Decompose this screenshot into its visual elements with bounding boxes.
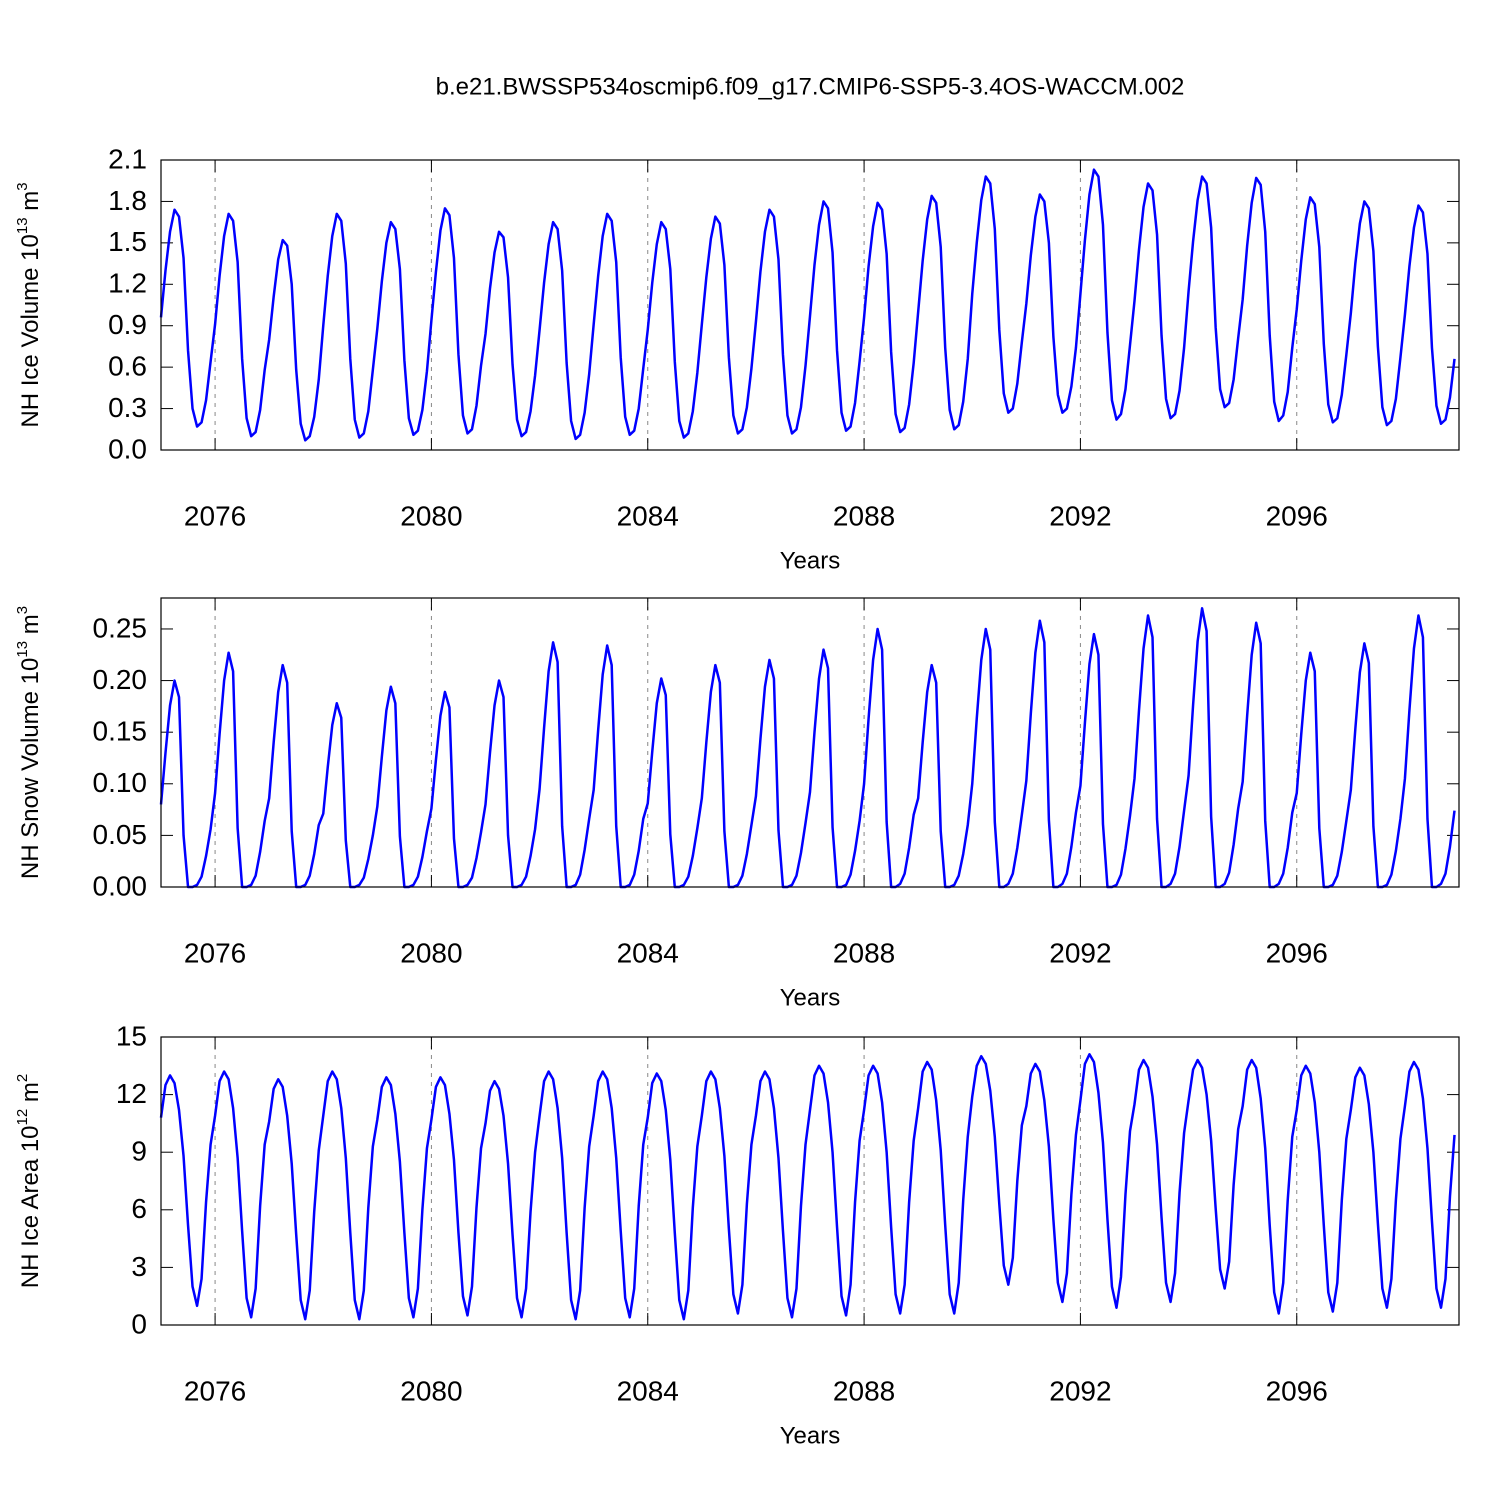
y-axis-title: NH Snow Volume 1013 m3 [14,606,44,879]
x-tick-label: 2084 [617,1375,679,1406]
x-tick-label: 2096 [1266,937,1328,968]
data-line [159,168,1456,442]
y-tick-label: 12 [116,1078,147,1109]
y-tick-label: 1.2 [108,268,147,299]
x-tick-label: 2088 [833,1375,895,1406]
x-tick-label: 2092 [1049,500,1111,531]
x-axis-title: Years [780,984,841,1011]
x-tick-label: 2088 [833,500,895,531]
x-tick-label: 2080 [400,1375,462,1406]
x-tick-label: 2092 [1049,937,1111,968]
data-line [159,607,1456,889]
x-axis-title: Years [780,547,841,574]
y-axis-title-part: m [17,614,44,641]
y-tick-label: 9 [131,1136,147,1167]
y-tick-label: 0.10 [93,767,148,798]
y-axis-title-exponent: 13 [14,217,31,234]
y-tick-label: 0.05 [93,819,148,850]
y-axis-title: NH Ice Area 1012 m2 [14,1074,44,1288]
x-tick-label: 2076 [184,500,246,531]
x-tick-label: 2096 [1266,1375,1328,1406]
y-axis-title: NH Ice Volume 1013 m3 [14,182,44,427]
x-tick-label: 2084 [617,500,679,531]
y-tick-label: 0.0 [108,433,147,464]
plot-frame [160,159,1460,451]
chart-title: b.e21.BWSSP534oscmip6.f09_g17.CMIP6-SSP5… [436,73,1185,100]
y-tick-label: 3 [131,1251,147,1282]
y-axis-title-exponent: 13 [14,641,31,658]
y-axis-title-part: m [17,191,44,218]
x-tick-label: 2088 [833,937,895,968]
y-axis-title-part: NH Ice Volume 10 [17,234,44,427]
data-line [159,1053,1456,1321]
y-axis-title-exponent: 2 [14,1074,31,1082]
y-tick-label: 0.3 [108,392,147,423]
y-tick-label: 15 [116,1020,147,1051]
y-axis-title-exponent: 3 [14,182,31,190]
y-tick-label: 1.5 [108,226,147,257]
plot-frame [160,597,1460,888]
y-tick-label: 0.9 [108,309,147,340]
x-tick-label: 2080 [400,500,462,531]
x-tick-label: 2080 [400,937,462,968]
y-tick-label: 0.15 [93,716,148,747]
x-tick-label: 2076 [184,937,246,968]
y-tick-label: 0.25 [93,612,148,643]
y-tick-label: 0.20 [93,664,148,695]
x-axis-title: Years [780,1422,841,1449]
x-tick-label: 2076 [184,1375,246,1406]
y-tick-label: 0.00 [93,870,148,901]
y-axis-title-part: m [17,1082,44,1109]
y-tick-label: 1.8 [108,185,147,216]
x-tick-label: 2096 [1266,500,1328,531]
y-tick-label: 6 [131,1193,147,1224]
plot-frame [160,1036,1460,1326]
y-tick-label: 0.6 [108,351,147,382]
y-tick-label: 0 [131,1308,147,1339]
y-axis-title-exponent: 12 [14,1109,31,1126]
x-tick-label: 2092 [1049,1375,1111,1406]
y-axis-title-part: NH Snow Volume 10 [17,658,44,879]
y-axis-title-part: NH Ice Area 10 [17,1125,44,1288]
y-tick-label: 2.1 [108,143,147,174]
x-tick-label: 2084 [617,937,679,968]
y-axis-title-exponent: 3 [14,606,31,614]
